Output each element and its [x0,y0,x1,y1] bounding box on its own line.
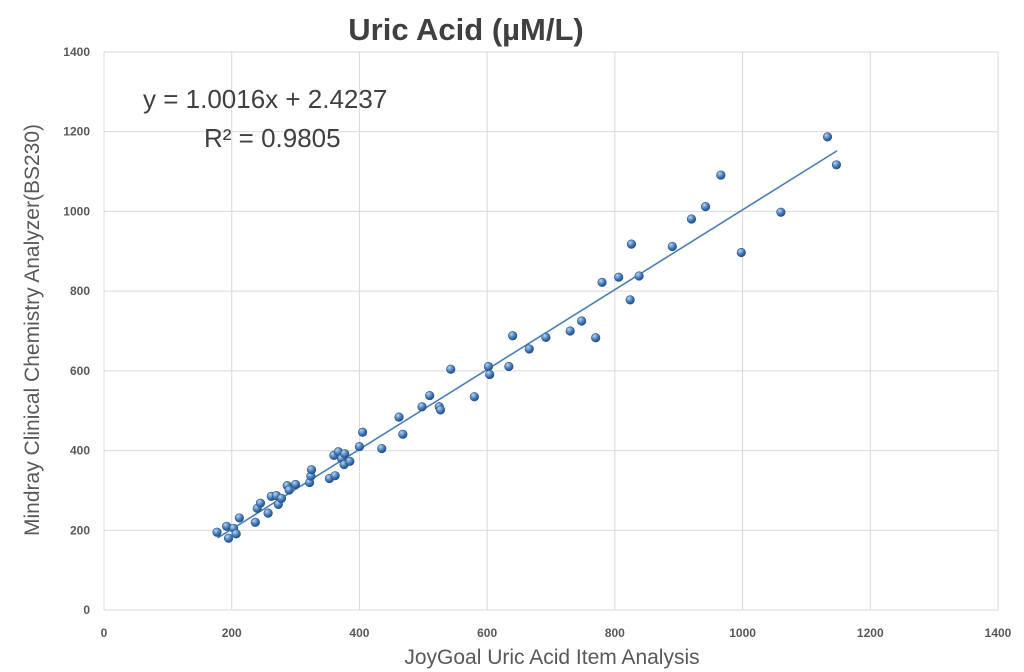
data-point [625,295,635,305]
trend-line [217,150,838,539]
data-point [417,402,427,412]
y-tick-label: 800 [70,284,90,298]
gridlines [103,51,999,611]
data-points [212,132,842,543]
y-tick-label: 600 [70,364,90,378]
r-squared-label: R² = 0.9805 [204,123,341,153]
data-point [306,465,317,475]
data-point [284,485,294,495]
x-tick-label: 200 [222,626,242,640]
data-point [276,493,287,504]
data-point [345,456,355,466]
data-point [565,326,575,336]
chart-title: Uric Acid (µM/L) [348,12,583,47]
x-tick-label: 800 [605,626,625,640]
x-tick-label: 1000 [729,626,756,640]
trendline-equation: y = 1.0016x + 2.4237 [143,84,387,114]
x-tick-label: 1400 [985,626,1012,640]
data-point [425,390,435,401]
x-tick-label: 0 [101,626,108,640]
data-point [597,277,607,287]
data-point [736,247,746,258]
y-tick-label: 1200 [63,125,90,139]
data-point [716,170,726,180]
data-point [634,271,644,281]
data-point [591,333,601,343]
data-point [524,344,534,354]
data-point [831,160,842,170]
data-point [231,529,241,539]
data-point [485,369,495,380]
y-tick-label: 400 [70,444,90,458]
data-point [212,527,222,537]
x-tick-label: 1200 [857,626,884,640]
data-point [446,364,456,374]
data-point [435,405,446,415]
data-point [377,443,387,454]
y-tick-label: 200 [70,523,90,537]
x-tick-label: 400 [349,626,369,640]
data-point [541,332,551,342]
data-point [234,513,244,523]
data-point [250,517,260,527]
y-tick-label: 0 [83,603,90,617]
data-point [504,361,514,372]
data-point [330,471,340,481]
data-point [394,412,404,422]
data-point [822,132,833,142]
y-tick-label: 1000 [63,204,90,218]
data-point [290,479,301,490]
data-point [469,392,479,402]
data-point [614,272,624,282]
data-point [223,533,234,543]
x-axis-ticks: 0 200 400 600 800 1000 1200 1400 [101,626,1012,640]
y-axis-ticks: 0 200 400 600 800 1000 1200 1400 [63,45,90,617]
data-point [700,202,711,212]
y-axis-title: Mindray Clinical Chemistry Analyzer(BS23… [21,124,44,536]
data-point [508,331,518,341]
data-point [354,441,365,452]
x-tick-label: 600 [477,626,497,640]
data-point [776,207,786,217]
x-axis-title: JoyGoal Uric Acid Item Analysis [404,646,699,669]
data-point [577,316,587,326]
data-point [358,427,368,437]
data-point [667,241,677,252]
data-point [483,361,494,372]
data-point [255,498,266,508]
data-point [398,429,408,439]
data-point [626,239,637,249]
data-point [340,449,350,459]
data-point [686,214,697,224]
y-tick-label: 1400 [63,45,90,59]
data-point [263,508,273,518]
